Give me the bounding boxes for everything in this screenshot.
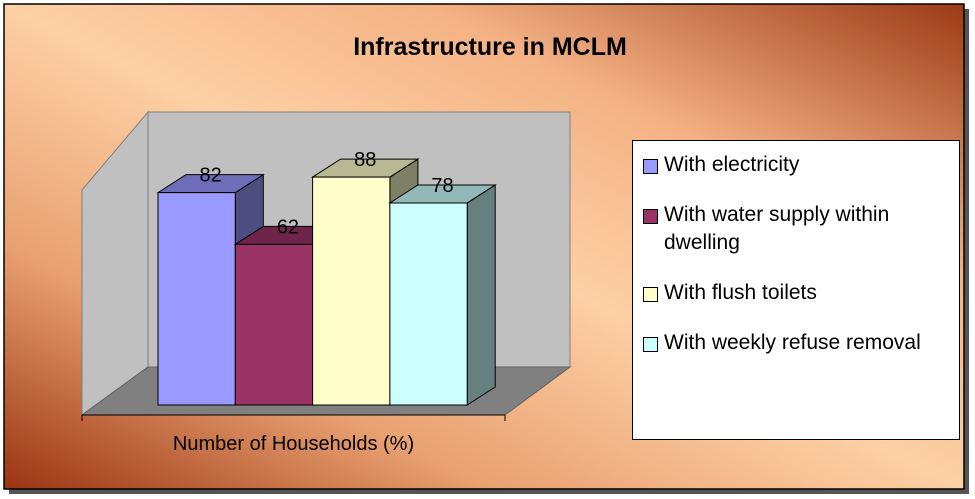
bar	[312, 176, 391, 406]
bar-side	[466, 184, 496, 406]
chart-title: Infrastructure in MCLM	[353, 33, 627, 61]
legend-entry: With electricity	[643, 151, 953, 179]
data-label: 82	[200, 165, 222, 187]
legend-swatch	[643, 287, 658, 302]
legend-label: With water supply within dwelling	[664, 203, 890, 254]
bar	[389, 202, 468, 406]
data-label: 88	[354, 149, 376, 171]
legend-entry: With weekly refuse removal	[643, 329, 953, 357]
bar	[234, 243, 314, 406]
data-label: 62	[277, 216, 299, 238]
data-label: 78	[431, 175, 453, 197]
legend-label: With weekly refuse removal	[664, 331, 921, 354]
legend-swatch	[643, 209, 658, 224]
legend-swatch	[643, 337, 658, 352]
legend: With electricity With water supply within…	[632, 140, 960, 440]
x-category-label: Number of Households (%)	[172, 433, 415, 455]
legend-entry: With flush toilets	[643, 279, 953, 307]
legend-entry: With water supply within dwelling	[643, 201, 953, 257]
bar	[157, 192, 236, 406]
legend-label: With flush toilets	[664, 281, 817, 304]
legend-swatch	[643, 159, 658, 174]
legend-label: With electricity	[664, 153, 800, 176]
